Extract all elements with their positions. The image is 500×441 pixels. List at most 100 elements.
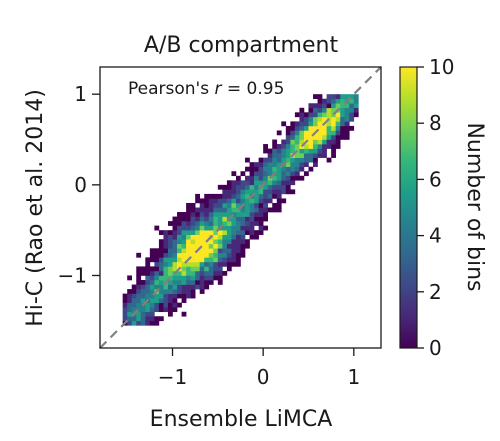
- heatmap-bin: [294, 134, 300, 140]
- heatmap-bin: [163, 252, 169, 258]
- heatmap-bin: [154, 252, 160, 258]
- heatmap-bin: [199, 266, 205, 272]
- heatmap-bin: [213, 221, 219, 226]
- colorbar-gradient: [399, 66, 418, 349]
- heatmap-bin: [181, 266, 187, 272]
- heatmap-bin: [222, 270, 228, 276]
- heatmap-bin: [285, 189, 291, 195]
- heatmap-bin: [181, 234, 187, 240]
- heatmap-bin: [190, 275, 196, 281]
- heatmap-bin: [127, 316, 133, 322]
- heatmap-bin: [145, 307, 151, 313]
- heatmap-bin: [217, 243, 223, 249]
- heatmap-bin: [235, 180, 241, 186]
- heatmap-bin: [249, 202, 255, 208]
- heatmap-bin: [217, 202, 223, 208]
- heatmap-bin: [313, 144, 318, 149]
- heatmap-bin: [167, 221, 173, 226]
- heatmap-bin: [186, 293, 191, 299]
- heatmap-bin: [258, 225, 264, 231]
- heatmap-bin: [154, 280, 160, 285]
- heatmap-bin: [163, 239, 169, 245]
- heatmap-bin: [145, 302, 151, 308]
- heatmap-bin: [290, 171, 296, 177]
- heatmap-bin: [204, 275, 210, 281]
- heatmap-bin: [186, 212, 191, 217]
- heatmap-bin: [217, 230, 223, 235]
- heatmap-bin: [285, 134, 291, 140]
- heatmap-bin: [281, 175, 287, 181]
- heatmap-bin: [263, 207, 268, 213]
- heatmap-bin: [195, 257, 201, 263]
- heatmap-bin: [258, 171, 264, 177]
- heatmap-bin: [186, 239, 191, 245]
- heatmap-bin: [208, 221, 214, 226]
- heatmap-bin: [177, 261, 182, 267]
- heatmap-bin: [308, 148, 314, 154]
- heatmap-bin: [331, 121, 336, 127]
- heatmap-bin: [331, 116, 336, 122]
- heatmap-bin: [195, 243, 201, 249]
- heatmap-bin: [285, 144, 291, 149]
- heatmap-bin: [231, 189, 237, 195]
- heatmap-bin: [353, 98, 359, 104]
- heatmap-bin: [177, 212, 182, 217]
- heatmap-bin: [240, 180, 246, 186]
- heatmap-bin: [258, 216, 264, 222]
- heatmap-bin: [322, 139, 327, 145]
- heatmap-bin: [186, 243, 191, 249]
- heatmap-bin: [322, 116, 327, 122]
- heatmap-bin: [263, 171, 268, 177]
- heatmap-bin: [254, 162, 259, 168]
- heatmap-bin: [195, 234, 201, 240]
- heatmap-bin: [276, 207, 282, 213]
- heatmap-bin: [231, 239, 237, 245]
- heatmap-bin: [267, 189, 273, 195]
- heatmap-bin: [154, 307, 160, 313]
- heatmap-bin: [276, 198, 282, 204]
- heatmap-bin: [322, 112, 327, 118]
- heatmap-bin: [249, 189, 255, 195]
- heatmap-bin: [131, 302, 137, 308]
- heatmap-bin: [158, 307, 164, 313]
- heatmap-bin: [217, 248, 223, 254]
- heatmap-bin: [167, 230, 173, 235]
- heatmap-bin: [335, 103, 341, 109]
- x-axis-label: Ensemble LiMCA: [150, 407, 333, 432]
- heatmap-bin: [213, 257, 219, 263]
- heatmap-bin: [308, 134, 314, 140]
- heatmap-bin: [331, 139, 336, 145]
- heatmap-bin: [217, 239, 223, 245]
- heatmap-bin: [317, 98, 323, 104]
- heatmap-bin: [231, 171, 237, 177]
- heatmap-bin: [281, 153, 287, 158]
- heatmap-bin: [258, 212, 264, 217]
- heatmap-bin: [204, 202, 210, 208]
- heatmap-bin: [235, 198, 241, 204]
- heatmap-bin: [258, 175, 264, 181]
- heatmap-bin: [172, 221, 178, 226]
- heatmap-bin: [172, 275, 178, 281]
- heatmap-bin: [331, 153, 336, 158]
- heatmap-bin: [149, 284, 155, 290]
- heatmap-bin: [299, 148, 305, 154]
- heatmap-bin: [199, 270, 205, 276]
- heatmap-bin: [217, 184, 223, 190]
- heatmap-bin: [349, 125, 355, 131]
- heatmap-bin: [190, 280, 196, 285]
- heatmap-bin: [326, 121, 332, 127]
- heatmap-bin: [267, 198, 273, 204]
- heatmap-bin: [149, 302, 155, 308]
- heatmap-bin: [349, 98, 355, 104]
- heatmap-bin: [208, 266, 214, 272]
- heatmap-bin: [172, 230, 178, 235]
- heatmap-bin: [204, 261, 210, 267]
- heatmap-bin: [340, 94, 346, 100]
- heatmap-bin: [344, 125, 350, 131]
- heatmap-bin: [158, 230, 164, 235]
- heatmap-bin: [136, 316, 142, 322]
- heatmap-bin: [149, 257, 155, 263]
- heatmap-bin: [299, 116, 305, 122]
- heatmap-bin: [158, 284, 164, 290]
- heatmap-bin: [213, 261, 219, 267]
